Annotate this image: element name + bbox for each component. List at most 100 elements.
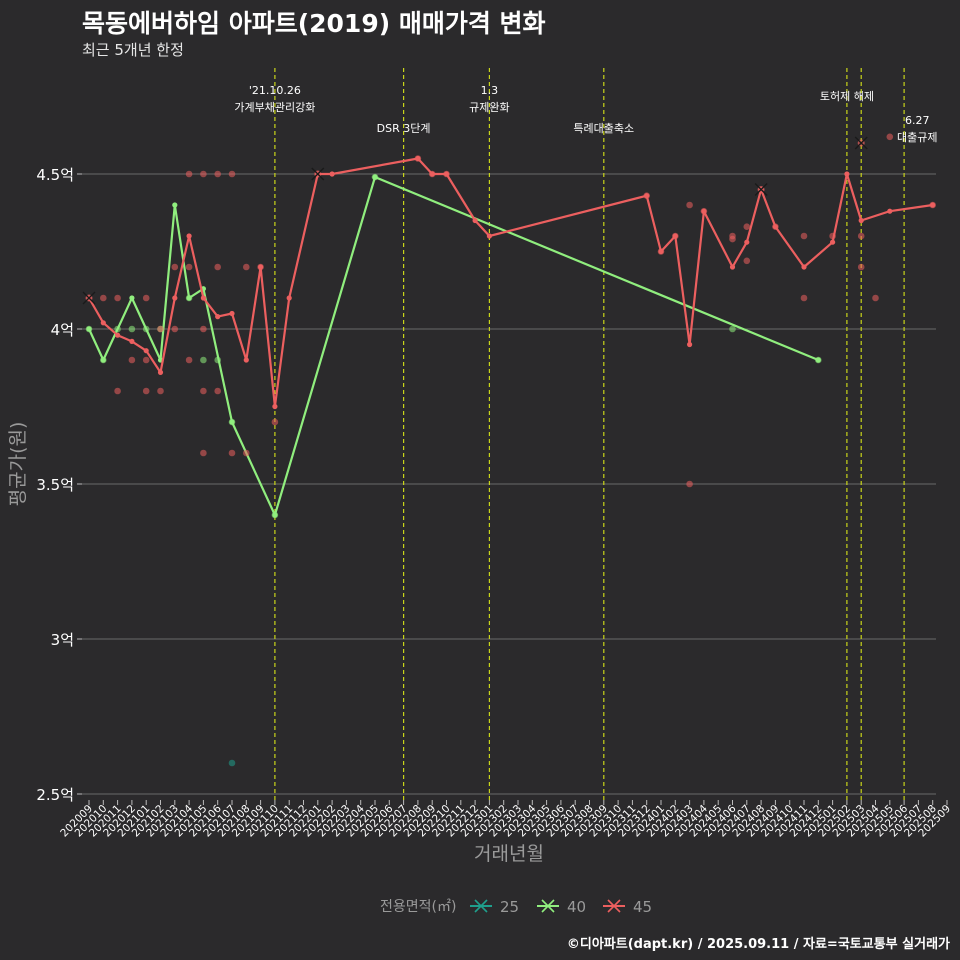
data-point	[228, 759, 236, 767]
data-point	[171, 263, 179, 271]
series-25	[228, 759, 236, 767]
data-point	[214, 170, 221, 178]
line-vertex	[129, 295, 135, 301]
line-vertex	[100, 357, 106, 363]
data-point	[185, 356, 193, 364]
line-vertex	[801, 264, 807, 270]
max-marker-cross	[82, 291, 96, 305]
data-point	[743, 223, 751, 230]
line-vertex	[172, 295, 178, 301]
data-point	[114, 387, 121, 395]
event-label: 가계부채관리강화	[234, 101, 315, 114]
legend: 전용면적(㎡) 25 40 45	[380, 898, 652, 916]
line-vertex	[286, 295, 292, 301]
line-vertex	[186, 295, 192, 301]
data-point	[128, 325, 136, 333]
data-point	[743, 257, 751, 265]
data-point	[243, 263, 250, 271]
event-label: DSR 3단계	[377, 122, 431, 135]
line-vertex	[272, 512, 278, 518]
max-marker-cross	[311, 167, 325, 181]
max-marker-cross	[854, 136, 868, 150]
line-vertex	[229, 419, 235, 425]
line-vertex	[887, 208, 893, 214]
legend-key-cross	[541, 899, 555, 913]
series-45	[82, 133, 936, 488]
legend-title: 전용면적(㎡)	[380, 899, 456, 915]
legend-key-cross	[474, 899, 488, 913]
data-point	[857, 232, 865, 240]
data-point	[886, 133, 894, 141]
line-vertex	[672, 233, 678, 239]
line-vertex	[844, 171, 850, 177]
legend-key-cross	[607, 899, 621, 913]
line-vertex	[186, 233, 192, 239]
data-point	[686, 201, 693, 209]
line-vertex	[115, 332, 121, 338]
line-vertex	[701, 208, 707, 214]
data-point	[200, 387, 207, 395]
event-label: 6.27	[905, 114, 930, 127]
y-tick-label: 3.5억	[36, 476, 74, 494]
event-label: 1.3	[481, 84, 499, 97]
line-vertex	[215, 314, 221, 320]
event-label: 특례대출축소	[573, 122, 634, 135]
line-vertex	[86, 326, 92, 332]
line-vertex	[472, 217, 478, 224]
data-point	[729, 325, 736, 333]
data-point	[142, 356, 150, 364]
line-vertex	[772, 224, 779, 230]
data-point	[128, 356, 136, 364]
chart-title: 목동에버하임 아파트(2019) 매매가격 변화	[82, 9, 546, 38]
line-vertex	[243, 357, 249, 363]
data-point	[200, 449, 207, 457]
data-point	[228, 170, 236, 178]
series-line	[88, 157, 933, 408]
data-point	[185, 263, 193, 271]
data-point	[200, 170, 207, 178]
line-vertex	[687, 341, 693, 348]
data-point	[142, 387, 150, 395]
event-label: '21.10.26	[249, 84, 301, 97]
max-marker-cross	[754, 183, 768, 196]
data-point	[214, 387, 221, 395]
data-point	[214, 263, 221, 271]
line-vertex	[429, 171, 435, 177]
y-tick-label: 3억	[51, 631, 74, 649]
data-point	[157, 387, 164, 395]
data-point	[857, 263, 865, 271]
series-line	[88, 176, 819, 517]
line-vertex	[744, 239, 750, 245]
line-vertex	[815, 357, 821, 363]
line-vertex	[658, 248, 664, 255]
line-vertex	[372, 174, 378, 180]
line-vertex	[143, 348, 149, 354]
data-point	[185, 170, 193, 178]
y-tick-label: 4.5억	[36, 166, 74, 184]
data-point	[114, 294, 121, 302]
data-point	[200, 356, 207, 364]
source-caption: ©디아파트(dapt.kr) / 2025.09.11 / 자료=국토교통부 실…	[566, 937, 950, 952]
chart-subtitle: 최근 5개년 한정	[82, 41, 184, 59]
line-vertex	[129, 338, 135, 344]
line-vertex	[415, 155, 421, 162]
data-point	[171, 325, 179, 333]
line-vertex	[172, 202, 178, 208]
line-vertex	[830, 239, 836, 245]
line-vertex	[486, 233, 492, 239]
data-point	[142, 294, 150, 302]
legend-label: 45	[633, 898, 652, 916]
line-vertex	[157, 369, 164, 375]
event-label: 토허제 해제	[820, 89, 874, 103]
event-label: 대출규제	[897, 131, 937, 144]
data-point	[200, 325, 207, 333]
y-tick-label: 2.5억	[36, 786, 74, 804]
line-vertex	[200, 295, 206, 301]
line-vertex	[644, 193, 650, 199]
legend-label: 25	[500, 898, 519, 916]
data-point	[157, 325, 164, 333]
y-tick-label: 4억	[51, 321, 74, 339]
data-point	[100, 294, 107, 302]
